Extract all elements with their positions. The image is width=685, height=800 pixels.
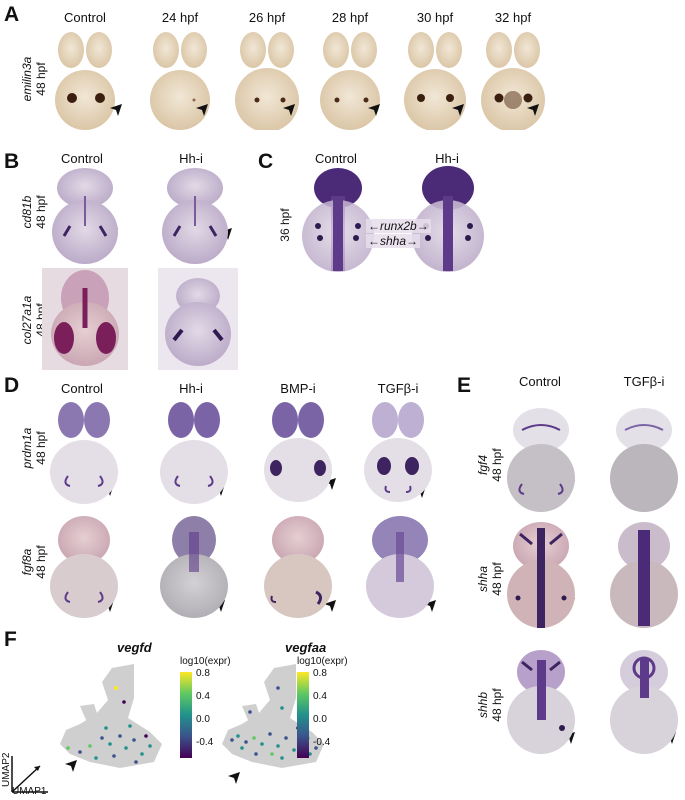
gene-name: fgf4	[476, 455, 490, 476]
panel-E-letter: E	[457, 374, 472, 397]
panel-E-col-header: TGFβ-i	[623, 374, 665, 389]
stage-label: 48 hpf	[34, 195, 48, 229]
umap-plot	[60, 664, 162, 768]
embryo-image	[502, 520, 580, 632]
umap-title: vegfaa	[285, 640, 327, 655]
embryo-image	[358, 512, 442, 620]
embryo-image	[502, 646, 580, 758]
panel-A-letter: A	[4, 3, 20, 26]
panel-E-row-label: fgf4 48 hpf	[476, 430, 504, 500]
runx2b-label: ←runx2b→	[366, 219, 431, 233]
colorbar-tick: 0.4	[313, 691, 327, 702]
panel-B-letter: B	[4, 150, 20, 173]
panel-A-col-header: 26 hpf	[248, 10, 286, 25]
gene-name: cd81b	[20, 195, 34, 229]
embryo-image	[358, 398, 438, 506]
embryo-image	[44, 512, 124, 620]
embryo-image	[44, 398, 124, 506]
gene-name: shhb	[476, 691, 490, 719]
embryo-image	[395, 28, 475, 130]
colorbar-tick: 0.0	[196, 714, 210, 725]
panel-F-letter: F	[4, 628, 17, 651]
panel-E-col-header: Control	[519, 374, 561, 389]
umap-axes-icon	[11, 756, 48, 793]
embryo-image	[605, 404, 683, 514]
embryo-image	[258, 398, 338, 506]
embryo-image	[154, 398, 234, 506]
embryo-image	[473, 28, 553, 130]
embryo-image	[48, 166, 123, 266]
colorbar-tick: 0.8	[313, 668, 327, 679]
panel-C-row-label: 36 hpf	[278, 195, 292, 255]
panel-A-col-header: 24 hpf	[161, 10, 199, 25]
y-axis-label: UMAP2	[1, 752, 12, 787]
embryo-image	[45, 28, 125, 130]
expressing-cells	[66, 686, 152, 764]
gene-name: fgf8a	[20, 548, 34, 576]
panel-B-col-header: Hh-i	[179, 151, 203, 166]
panel-D-letter: D	[4, 374, 20, 397]
panel-B-row-label: cd81b 48 hpf	[20, 162, 48, 262]
colorbar-tick: 0.4	[196, 691, 210, 702]
panel-A-col-header: 28 hpf	[331, 10, 369, 25]
panel-E-row-label: shhb 48 hpf	[476, 670, 504, 740]
arrow-left-icon: ←	[368, 219, 380, 233]
panel-C-col-header: Control	[315, 151, 357, 166]
embryo-image	[158, 268, 238, 370]
shha-label: ←shha→	[366, 234, 421, 248]
panel-B-col-header: Control	[61, 151, 103, 166]
umap-cloud	[60, 664, 162, 768]
embryo-image	[502, 404, 580, 514]
embryo-image	[605, 646, 683, 758]
panel-C-letter: C	[258, 150, 274, 173]
embryo-image	[310, 28, 390, 130]
colorbar-tick: -0.4	[313, 737, 331, 748]
panel-A-col-header: Control	[64, 10, 106, 25]
panel-A-col-header: 32 hpf	[494, 10, 532, 25]
colorbar	[180, 672, 192, 758]
arrow-right-icon: →	[416, 219, 429, 233]
x-axis-label: UMAP1	[12, 786, 47, 797]
panel-D-col-header: BMP-i	[280, 381, 316, 396]
panel-D-col-header: TGFβ-i	[377, 381, 419, 396]
colorbar-tick: -0.4	[196, 737, 214, 748]
colorbar-title: log10(expr)	[180, 656, 231, 667]
arrow-left-icon: ←	[368, 234, 380, 248]
gene-name: prdm1a	[20, 427, 34, 469]
colorbar-tick: 0.8	[196, 668, 210, 679]
embryo-image	[158, 166, 233, 266]
colorbar-tick: 0.0	[313, 714, 327, 725]
gene-name: shha	[476, 565, 490, 593]
embryo-image	[258, 512, 338, 620]
umap-title: vegfd	[117, 640, 152, 655]
embryo-image	[408, 166, 488, 274]
embryo-image	[605, 520, 683, 632]
embryo-image	[42, 268, 128, 370]
arrow-right-icon: →	[406, 234, 419, 248]
embryo-image	[298, 166, 378, 274]
panel-C-col-header: Hh-i	[435, 151, 459, 166]
embryo-image	[227, 28, 307, 130]
embryo-image	[140, 28, 220, 130]
panel-A-col-header: 30 hpf	[416, 10, 454, 25]
panel-E-row-label: shha 48 hpf	[476, 544, 504, 614]
gene-name: col27a1a	[20, 295, 34, 345]
panel-D-col-header: Hh-i	[179, 381, 203, 396]
stage-label: 36 hpf	[278, 208, 292, 242]
colorbar	[297, 672, 309, 758]
colorbar-title: log10(expr)	[297, 656, 348, 667]
panel-D-col-header: Control	[61, 381, 103, 396]
embryo-image	[154, 512, 234, 620]
